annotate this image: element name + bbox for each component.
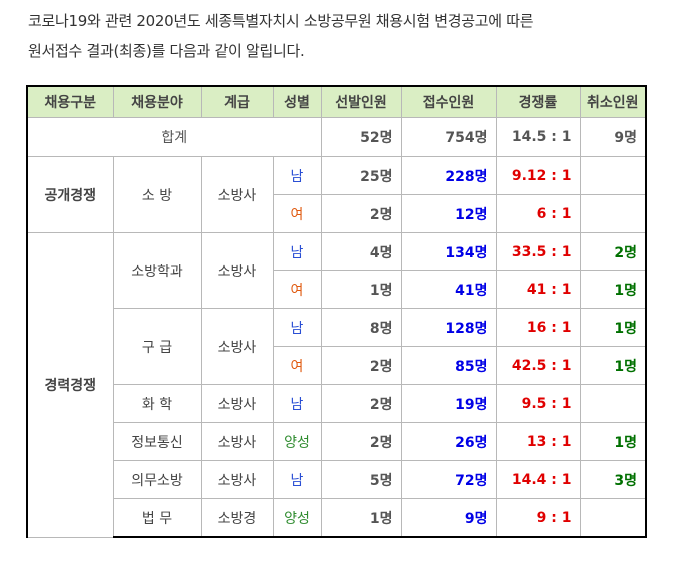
selected-cell: 8명 [320, 308, 402, 347]
selected-cell: 2명 [320, 346, 402, 385]
intro-line-2: 원서접수 결과(최종)를 다음과 같이 알립니다. [28, 42, 305, 60]
table-row: 경력경쟁 소방학과 소방사 남 4명 134명 33.5 : 1 2명 [26, 232, 647, 538]
applied-cell: 41명 [400, 270, 497, 309]
table-row: 여 2명 12명 6 : 1 [27, 194, 647, 233]
selected-cell: 1명 [320, 498, 402, 538]
header-gender: 성별 [272, 85, 322, 118]
applied-cell: 85명 [400, 346, 497, 385]
cancel-cell: 1명 [579, 308, 647, 347]
selected-cell: 2명 [320, 422, 402, 461]
header-ratio: 경쟁률 [495, 85, 581, 118]
gender-cell: 남 [272, 308, 322, 347]
ratio-cell: 9.12 : 1 [495, 156, 581, 195]
rank-cell: 소방사 [200, 384, 274, 423]
field-cell: 화 학 [112, 384, 202, 423]
ratio-cell: 13 : 1 [495, 422, 581, 461]
field-cell: 법 무 [112, 498, 202, 538]
ratio-cell: 6 : 1 [495, 194, 581, 233]
ratio-cell: 14.4 : 1 [495, 460, 581, 499]
applied-cell: 19명 [400, 384, 497, 423]
ratio-cell: 9.5 : 1 [495, 384, 581, 423]
total-applied: 754명 [400, 117, 497, 157]
field-cell: 의무소방 [112, 460, 202, 499]
intro-text: 코로나19와 관련 2020년도 세종특별자치시 소방공무원 채용시험 변경공고… [28, 6, 668, 66]
field-cell: 소 방 [112, 156, 202, 233]
header-row: 채용구분 채용분야 계급 성별 선발인원 접수인원 경쟁률 취소인원 [26, 85, 647, 118]
applied-cell: 72명 [400, 460, 497, 499]
cancel-cell: 1명 [579, 346, 647, 385]
group-cell: 경력경쟁 [26, 232, 114, 538]
rank-cell: 소방사 [200, 156, 274, 233]
gender-cell: 남 [272, 384, 322, 423]
total-ratio: 14.5 : 1 [495, 117, 581, 157]
selected-cell: 4명 [320, 232, 402, 271]
cancel-cell: 1명 [579, 422, 647, 461]
ratio-cell: 9 : 1 [495, 498, 581, 538]
gender-cell: 여 [272, 270, 322, 309]
header-cancel: 취소인원 [579, 85, 647, 118]
header-rank: 계급 [200, 85, 274, 118]
gender-cell: 남 [272, 156, 322, 195]
recruitment-table: 채용구분 채용분야 계급 성별 선발인원 접수인원 경쟁률 취소인원 합계 52… [26, 85, 647, 538]
applied-cell: 134명 [400, 232, 497, 271]
header-group: 채용구분 [26, 85, 114, 118]
total-label: 합계 [26, 117, 322, 157]
ratio-cell: 16 : 1 [495, 308, 581, 347]
group-cell: 공개경쟁 [26, 156, 114, 233]
table-row: 의무소방 소방사 남 5명 72명 14.4 : 1 3명 [27, 460, 647, 499]
cancel-cell: 2명 [579, 232, 647, 271]
selected-cell: 5명 [320, 460, 402, 499]
rank-cell: 소방경 [200, 498, 274, 538]
intro-line-1: 코로나19와 관련 2020년도 세종특별자치시 소방공무원 채용시험 변경공고… [28, 12, 534, 30]
cancel-cell [579, 156, 647, 195]
table-row: 법 무 소방경 양성 1명 9명 9 : 1 [27, 498, 647, 538]
header-selected: 선발인원 [320, 85, 402, 118]
cancel-cell [579, 384, 647, 423]
table-row: 화 학 소방사 남 2명 19명 9.5 : 1 [27, 384, 647, 423]
table-row: 구 급 소방사 남 8명 128명 16 : 1 1명 [27, 308, 647, 385]
field-cell: 구 급 [112, 308, 202, 385]
header-field: 채용분야 [112, 85, 202, 118]
cancel-cell [579, 498, 647, 538]
gender-cell: 남 [272, 232, 322, 271]
applied-cell: 26명 [400, 422, 497, 461]
rank-cell: 소방사 [200, 232, 274, 309]
applied-cell: 128명 [400, 308, 497, 347]
cancel-cell [579, 194, 647, 233]
applied-cell: 9명 [400, 498, 497, 538]
ratio-cell: 41 : 1 [495, 270, 581, 309]
cancel-cell: 3명 [579, 460, 647, 499]
applied-cell: 12명 [400, 194, 497, 233]
table-row: 공개경쟁 소 방 소방사 남 25명 228명 9.12 : 1 [26, 156, 647, 233]
selected-cell: 1명 [320, 270, 402, 309]
table-row: 여 2명 85명 42.5 : 1 1명 [27, 346, 647, 385]
table-row: 여 1명 41명 41 : 1 1명 [27, 270, 647, 309]
field-cell: 소방학과 [112, 232, 202, 309]
rank-cell: 소방사 [200, 460, 274, 499]
field-cell: 정보통신 [112, 422, 202, 461]
table-row: 정보통신 소방사 양성 2명 26명 13 : 1 1명 [27, 422, 647, 461]
gender-cell: 양성 [272, 498, 322, 538]
total-selected: 52명 [320, 117, 402, 157]
selected-cell: 2명 [320, 384, 402, 423]
total-row: 합계 52명 754명 14.5 : 1 9명 [26, 117, 647, 157]
cancel-cell: 1명 [579, 270, 647, 309]
rank-cell: 소방사 [200, 422, 274, 461]
gender-cell: 양성 [272, 422, 322, 461]
header-applied: 접수인원 [400, 85, 497, 118]
gender-cell: 남 [272, 460, 322, 499]
total-cancel: 9명 [579, 117, 647, 157]
applied-cell: 228명 [400, 156, 497, 195]
ratio-cell: 42.5 : 1 [495, 346, 581, 385]
selected-cell: 25명 [320, 156, 402, 195]
selected-cell: 2명 [320, 194, 402, 233]
ratio-cell: 33.5 : 1 [495, 232, 581, 271]
gender-cell: 여 [272, 346, 322, 385]
rank-cell: 소방사 [200, 308, 274, 385]
gender-cell: 여 [272, 194, 322, 233]
